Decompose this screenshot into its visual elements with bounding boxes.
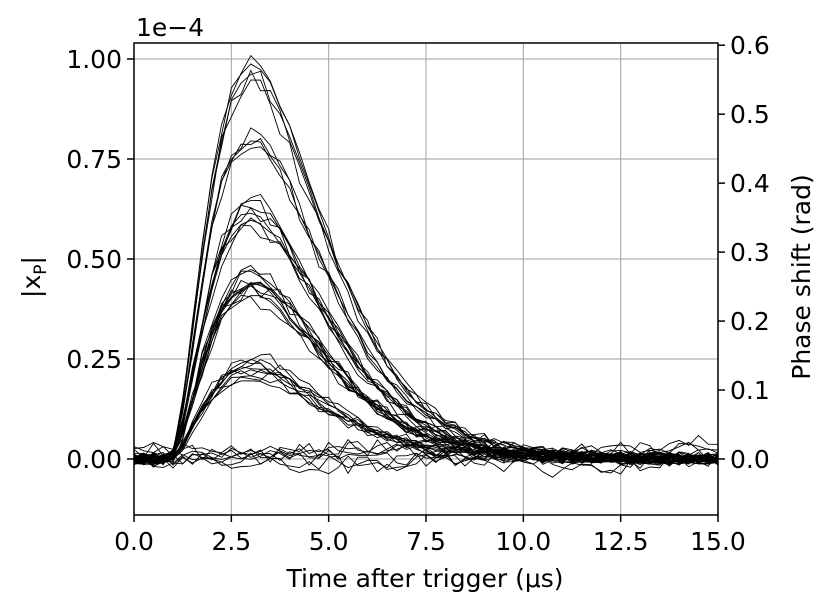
trace-line-45	[134, 452, 718, 478]
y-right-tick-label-3: 0.3	[730, 238, 770, 267]
trace-line-46	[134, 439, 718, 465]
y-right-tick-label-0: 0.0	[730, 445, 770, 474]
x-tick-label-0: 0.0	[114, 527, 154, 556]
y-axis-label-left-subscript: P	[31, 264, 51, 274]
y-right-tick-label-2: 0.2	[730, 307, 770, 336]
y-axis-label-right: Phase shift (rad)	[787, 174, 816, 380]
x-tick-label-3: 7.5	[406, 527, 446, 556]
x-tick-label-6: 15.0	[690, 527, 746, 556]
traces	[134, 54, 718, 478]
y-right-tick-label-6: 0.6	[730, 31, 770, 60]
offset-text: 1e−4	[136, 13, 204, 42]
trace-line-12	[134, 212, 718, 463]
trace-line-30	[134, 359, 718, 463]
trace-line-27	[134, 295, 718, 464]
x-tick-label-4: 10.0	[495, 527, 551, 556]
trace-line-39	[134, 434, 718, 460]
trace-line-40	[134, 438, 718, 461]
y-right-tick-label-5: 0.5	[730, 100, 770, 129]
x-tick-label-2: 5.0	[309, 527, 349, 556]
y-left-tick-label-1: 0.25	[66, 345, 122, 374]
trace-line-33	[134, 366, 718, 464]
y-left-tick-label-0: 0.00	[66, 445, 122, 474]
trace-line-38	[134, 380, 718, 465]
y-axis-label-left: |xP|	[17, 256, 51, 298]
trace-line-44	[134, 452, 718, 475]
trace-line-28	[134, 294, 718, 466]
y-right-tick-label-4: 0.4	[730, 169, 770, 198]
y-left-tick-label-4: 1.00	[66, 45, 122, 74]
x-tick-label-5: 12.5	[593, 527, 649, 556]
y-left-tick-label-3: 0.75	[66, 145, 122, 174]
x-axis-label: Time after trigger (μs)	[285, 564, 563, 593]
x-tick-label-1: 2.5	[211, 527, 251, 556]
trace-line-34	[134, 369, 718, 466]
axes: 0.0 2.5 5.0 7.5 10.0 12.5 15.0 0.00 0.25 0.50 0.75…	[66, 31, 769, 556]
y-left-tick-label-2: 0.50	[66, 245, 122, 274]
y-right-tick-label-1: 0.1	[730, 376, 770, 405]
